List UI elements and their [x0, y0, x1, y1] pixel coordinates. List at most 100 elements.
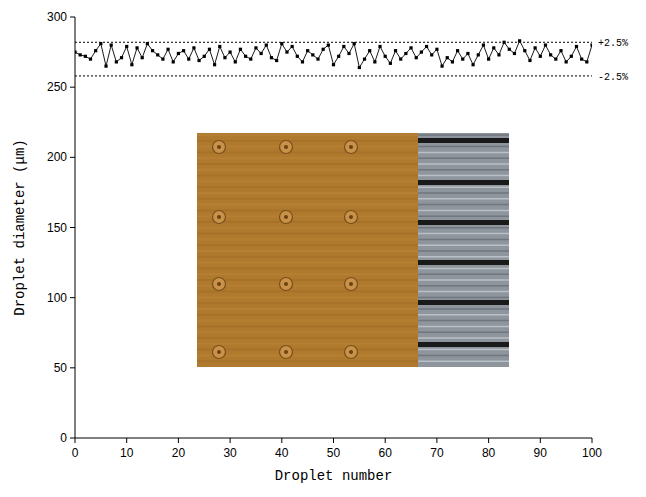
- x-tick: [281, 438, 282, 443]
- inset-droplet-core: [284, 145, 288, 149]
- inset-texture: [418, 285, 509, 287]
- inset-texture: [418, 210, 509, 212]
- x-tick: [385, 438, 386, 443]
- inset-groove: [418, 180, 509, 185]
- inset-droplet: [280, 346, 293, 359]
- data-point: [528, 59, 531, 62]
- data-point: [363, 58, 366, 61]
- data-point: [513, 52, 516, 55]
- data-point: [99, 42, 102, 45]
- inset-droplet: [345, 346, 358, 359]
- data-point: [585, 60, 588, 63]
- inset-texture: [418, 146, 509, 148]
- inset-texture: [197, 267, 418, 269]
- y-axis-title: Droplet diameter (μm): [12, 139, 28, 315]
- inset-texture: [197, 134, 418, 136]
- data-point: [120, 56, 123, 59]
- data-point: [146, 42, 149, 45]
- data-point: [94, 49, 97, 52]
- inset-texture: [197, 314, 418, 316]
- inset-texture: [197, 320, 418, 322]
- data-point: [580, 58, 583, 61]
- reference-label: +2.5%: [598, 38, 628, 49]
- inset-image: [197, 133, 509, 367]
- inset-texture: [418, 204, 509, 206]
- inset-texture: [197, 349, 418, 351]
- axes: 0102030405060708090100050100150200250300: [47, 10, 602, 460]
- data-point: [337, 55, 340, 58]
- data-point: [115, 60, 118, 63]
- data-point: [456, 49, 459, 52]
- data-point: [301, 60, 304, 63]
- x-tick-label: 60: [379, 446, 393, 460]
- inset-texture: [418, 349, 509, 351]
- inset-droplet: [213, 278, 226, 291]
- data-point: [218, 45, 221, 48]
- data-line: [75, 41, 592, 68]
- data-point: [234, 60, 237, 63]
- y-tick-label: 250: [47, 80, 67, 94]
- inset-texture: [197, 157, 418, 159]
- data-point: [409, 46, 412, 49]
- data-point: [130, 63, 133, 66]
- chart: 0102030405060708090100050100150200250300…: [0, 0, 646, 497]
- inset-texture: [197, 204, 418, 206]
- data-point: [378, 45, 381, 48]
- data-point: [565, 60, 568, 63]
- y-tick-label: 200: [47, 150, 67, 164]
- data-point: [368, 49, 371, 52]
- inset-droplet: [345, 141, 358, 154]
- data-point: [477, 53, 480, 56]
- inset-texture: [197, 285, 418, 287]
- inset-droplet: [345, 211, 358, 224]
- data-point: [332, 63, 335, 66]
- inset-texture: [418, 337, 509, 339]
- inset-texture: [418, 175, 509, 177]
- data-point: [575, 45, 578, 48]
- inset-texture: [197, 180, 418, 182]
- data-point: [192, 46, 195, 49]
- inset-texture: [197, 331, 418, 333]
- inset-texture: [418, 244, 509, 246]
- data-point: [482, 43, 485, 46]
- data-point: [197, 59, 200, 62]
- inset-groove: [418, 300, 509, 305]
- data-point: [110, 43, 113, 46]
- inset-droplet-core: [217, 350, 221, 354]
- x-tick: [333, 438, 334, 443]
- inset-texture: [197, 227, 418, 229]
- inset-texture: [197, 360, 418, 362]
- data-point: [156, 53, 159, 56]
- inset-texture: [418, 314, 509, 316]
- inset-droplet: [280, 141, 293, 154]
- inset-texture: [197, 256, 418, 258]
- data-point: [554, 58, 557, 61]
- inset-texture: [197, 343, 418, 345]
- inset-texture: [418, 250, 509, 252]
- data-point: [306, 49, 309, 52]
- inset-droplet: [213, 211, 226, 224]
- x-tick: [540, 438, 541, 443]
- data-point: [213, 63, 216, 66]
- inset-texture: [418, 291, 509, 293]
- y-tick-label: 300: [47, 10, 67, 24]
- inset-texture: [418, 233, 509, 235]
- data-point: [75, 50, 77, 53]
- data-point: [141, 56, 144, 59]
- x-tick-label: 10: [120, 446, 134, 460]
- inset-texture: [197, 238, 418, 240]
- inset-texture: [418, 326, 509, 328]
- inset-stripes: [418, 133, 509, 367]
- data-point: [291, 45, 294, 48]
- data-point: [353, 42, 356, 45]
- data-point: [497, 53, 500, 56]
- inset-texture: [197, 146, 418, 148]
- inset-groove: [418, 220, 509, 225]
- y-tick: [70, 438, 75, 439]
- data-point: [79, 53, 82, 56]
- inset-texture: [197, 233, 418, 235]
- data-point: [466, 52, 469, 55]
- inset-texture: [418, 192, 509, 194]
- data-point: [172, 60, 175, 63]
- data-point: [249, 58, 252, 61]
